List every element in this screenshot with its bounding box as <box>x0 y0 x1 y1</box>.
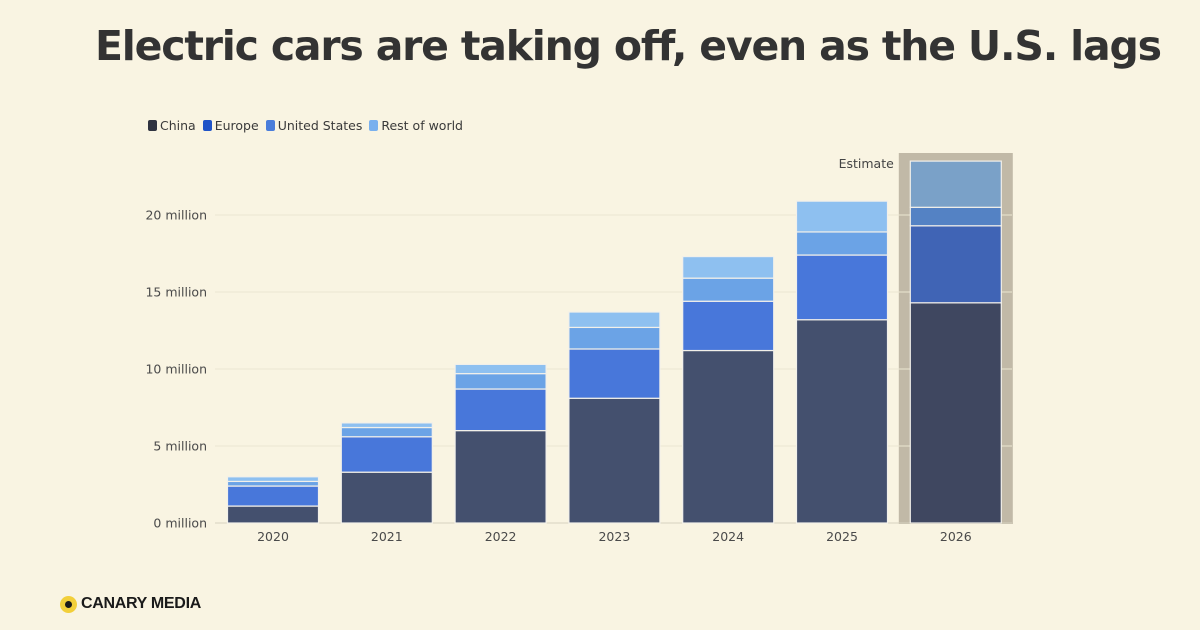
estimate-label: Estimate <box>839 156 895 171</box>
y-tick-label: 20 million <box>145 208 207 223</box>
bar-segment <box>795 231 889 256</box>
bar-segment <box>909 206 1002 227</box>
x-tick-label: 2023 <box>598 529 630 544</box>
bar-segment <box>340 426 433 438</box>
x-tick-label: 2020 <box>257 529 289 544</box>
bar-segment <box>340 471 433 524</box>
legend-item: Rest of world <box>369 118 463 133</box>
bar-segment <box>682 300 775 352</box>
page-title: Electric cars are taking off, even as th… <box>95 22 1162 70</box>
bar-segment <box>454 388 547 432</box>
x-tick-label: 2024 <box>712 529 744 544</box>
chart-legend: China Europe United States Rest of world <box>148 118 463 133</box>
legend-label: Europe <box>214 118 259 133</box>
legend-swatch <box>265 120 275 131</box>
legend-label: United States <box>277 118 363 133</box>
legend-swatch <box>202 120 212 131</box>
y-tick-label: 5 million <box>153 439 207 454</box>
bar-segment <box>568 326 661 350</box>
bar-segment <box>226 476 320 483</box>
bar-segment <box>454 363 547 375</box>
bar-segment <box>795 200 889 233</box>
bar-segment <box>909 160 1002 208</box>
legend-item: United States <box>265 118 363 133</box>
bar-segment <box>226 480 320 487</box>
bar-segment <box>568 311 661 329</box>
brand-name: CANARY MEDIA <box>81 595 201 612</box>
x-tick-label: 2021 <box>371 529 403 544</box>
bar-segment <box>682 255 775 279</box>
y-tick-label: 10 million <box>145 362 207 377</box>
x-tick-label: 2025 <box>826 529 858 544</box>
legend-label: Rest of world <box>381 118 463 133</box>
x-tick-label: 2022 <box>485 529 517 544</box>
x-tick-label: 2026 <box>940 529 972 544</box>
bar-segment <box>226 505 320 524</box>
bar-segment <box>795 319 889 524</box>
legend-swatch <box>148 120 157 131</box>
legend-swatch <box>369 120 379 131</box>
legend-item: Europe <box>202 118 259 133</box>
bar-segment <box>226 485 320 507</box>
bar-segment <box>340 436 433 473</box>
y-tick-label: 15 million <box>145 285 207 300</box>
bar-segment <box>795 254 889 321</box>
bar-segment <box>568 348 661 399</box>
stacked-bar-chart: Estimate 0 million 5 million 10 million 15 m… <box>145 153 1013 544</box>
bar-segment <box>454 430 547 524</box>
bar-segment <box>909 225 1002 304</box>
bar-segment <box>454 373 547 390</box>
y-tick-label: 0 million <box>153 516 207 531</box>
bar-segment <box>340 422 433 429</box>
bar-segment <box>682 349 775 524</box>
bar-segment <box>682 277 775 302</box>
brand-logo: CANARY MEDIA <box>60 595 201 613</box>
canary-logo-icon <box>60 595 77 613</box>
bar-segment <box>568 397 661 524</box>
legend-label: China <box>160 118 196 133</box>
bar-segment <box>909 302 1002 524</box>
legend-item: China <box>148 118 196 133</box>
